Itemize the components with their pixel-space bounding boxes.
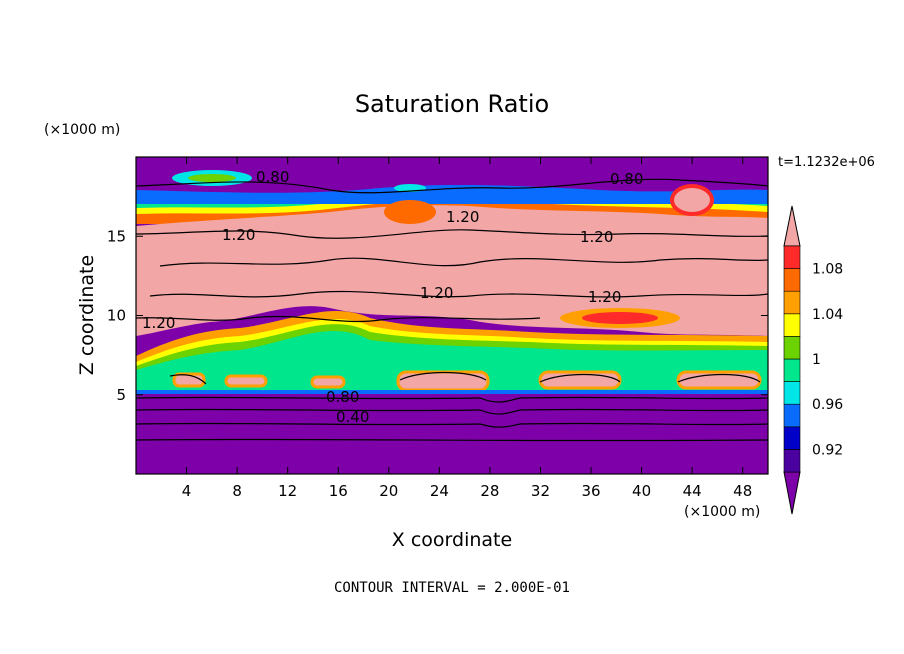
x-tick-label: 4 xyxy=(182,482,192,500)
colorbar-label: 1 xyxy=(812,352,821,368)
red-patch-2 xyxy=(670,184,714,216)
x-tick-label: 20 xyxy=(379,482,398,500)
contour-lines xyxy=(136,178,768,442)
colorbar-swatch xyxy=(783,449,801,473)
x-axis: 4 8 12 16 20 24 28 32 36 40 44 48 xyxy=(182,157,752,500)
x-tick-label: 48 xyxy=(733,482,752,500)
top-wisp-2 xyxy=(188,174,236,182)
x-tick-label: 24 xyxy=(430,482,449,500)
cloud-base-blue xyxy=(136,390,768,394)
x-tick-label: 44 xyxy=(683,482,702,500)
contour-label: 1.20 xyxy=(446,208,479,226)
x-unit-label: (×1000 m) xyxy=(684,504,760,520)
x-tick-label: 28 xyxy=(480,482,499,500)
colorbar-label: 1.04 xyxy=(812,307,843,323)
contour-label: 1.20 xyxy=(142,314,175,332)
contour-label: 0.80 xyxy=(326,388,359,406)
colorbar-swatch xyxy=(783,290,801,315)
colorbar-label: 0.92 xyxy=(812,442,843,458)
x-tick-label: 16 xyxy=(329,482,348,500)
colorbar-swatch xyxy=(783,381,801,405)
y-axis: 5 10 15 xyxy=(107,227,768,404)
chart-title: Saturation Ratio xyxy=(355,90,549,118)
colorbar-swatch xyxy=(783,313,801,337)
colorbar-bottom-arrow xyxy=(783,471,801,515)
colorbar: 1.08 1.04 1 0.96 0.92 xyxy=(783,205,843,515)
y-tick-label: 5 xyxy=(116,386,126,404)
y-unit-label: (×1000 m) xyxy=(44,122,120,138)
contour-label: 1.20 xyxy=(580,228,613,246)
contour-label: 0.80 xyxy=(256,168,289,186)
colorbar-swatch xyxy=(783,403,801,428)
contour-label: 1.20 xyxy=(222,226,255,244)
colorbar-swatch xyxy=(783,358,801,382)
red-patch-4 xyxy=(582,312,658,324)
colorbar-label: 0.96 xyxy=(812,397,843,413)
y-tick-label: 15 xyxy=(107,227,126,245)
x-tick-label: 36 xyxy=(581,482,600,500)
contour-label: 0.80 xyxy=(610,170,643,188)
x-tick-label: 32 xyxy=(531,482,550,500)
top-blue-band xyxy=(136,184,768,204)
plot-field: 0.80 0.80 1.20 1.20 1.20 1.20 1.20 1.20 … xyxy=(136,157,768,474)
supersaturated-layer xyxy=(136,205,768,336)
colorbar-swatch xyxy=(783,245,801,269)
y-tick-label: 10 xyxy=(107,307,126,325)
x-tick-label: 8 xyxy=(232,482,242,500)
colorbar-swatch xyxy=(783,336,801,360)
colorbar-swatch xyxy=(783,268,801,292)
x-tick-label: 12 xyxy=(278,482,297,500)
colorbar-swatch xyxy=(783,426,801,450)
x-axis-label: X coordinate xyxy=(392,529,512,551)
contour-label: 0.40 xyxy=(336,408,369,426)
colorbar-top-arrow xyxy=(783,205,801,247)
colorbar-label: 1.08 xyxy=(812,262,843,278)
x-tick-label: 40 xyxy=(632,482,651,500)
red-patch-1 xyxy=(384,200,436,224)
contour-label: 1.20 xyxy=(588,288,621,306)
y-axis-label: Z coordinate xyxy=(76,255,98,375)
contour-label: 1.20 xyxy=(420,284,453,302)
contour-label-group: 0.80 0.80 1.20 1.20 1.20 1.20 1.20 1.20 … xyxy=(142,168,643,426)
footer-label: CONTOUR INTERVAL = 2.000E-01 xyxy=(334,580,570,596)
time-label: t=1.1232e+06 xyxy=(778,155,875,170)
